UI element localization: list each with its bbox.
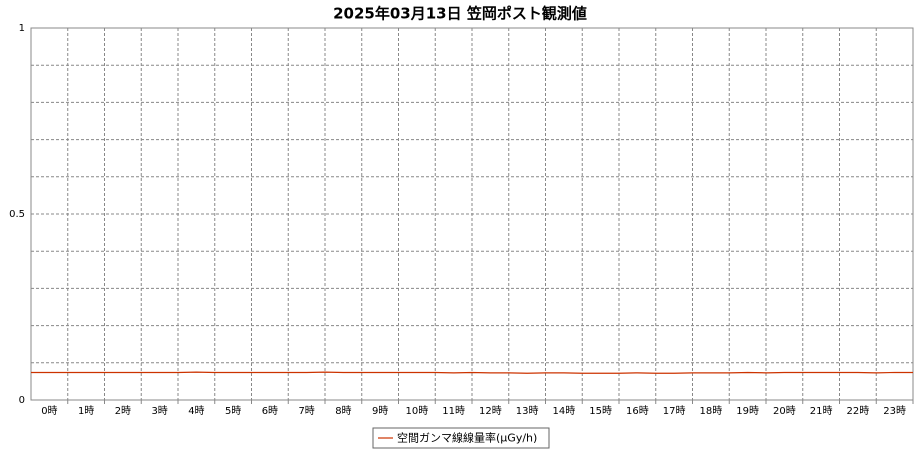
chart-title: 2025年03月13日 笠岡ポスト観測値 (333, 5, 587, 23)
data-line (31, 371, 913, 374)
x-tick-label: 6時 (262, 405, 278, 417)
x-tick-label: 0時 (41, 405, 57, 417)
x-tick-label: 7時 (298, 405, 314, 417)
x-tick-label: 12時 (479, 405, 502, 417)
x-tick-label: 1時 (78, 405, 94, 417)
y-tick-label: 1 (19, 23, 25, 34)
x-tick-label: 23時 (883, 405, 906, 417)
x-tick-label: 3時 (151, 405, 167, 417)
x-tick-label: 4時 (188, 405, 204, 417)
x-tick-label: 13時 (516, 405, 539, 417)
x-tick-label: 21時 (810, 405, 833, 417)
x-tick-label: 20時 (773, 405, 796, 417)
legend-label: 空間ガンマ線線量率(μGy/h) (397, 431, 537, 445)
x-tick-label: 15時 (589, 405, 612, 417)
x-tick-label: 11時 (442, 405, 465, 417)
x-tick-label: 17時 (663, 405, 686, 417)
x-tick-label: 19時 (736, 405, 759, 417)
x-tick-label: 14時 (553, 405, 576, 417)
x-tick-label: 10時 (406, 405, 429, 417)
y-tick-label: 0.5 (9, 209, 25, 220)
x-tick-label: 9時 (372, 405, 388, 417)
x-tick-label: 8時 (335, 405, 351, 417)
x-tick-label: 22時 (847, 405, 870, 417)
x-tick-label: 16時 (626, 405, 649, 417)
legend-box (372, 427, 550, 449)
y-tick-label: 0 (19, 395, 25, 406)
x-tick-label: 18時 (700, 405, 723, 417)
x-tick-label: 2時 (115, 405, 131, 417)
x-tick-label: 5時 (225, 405, 241, 417)
